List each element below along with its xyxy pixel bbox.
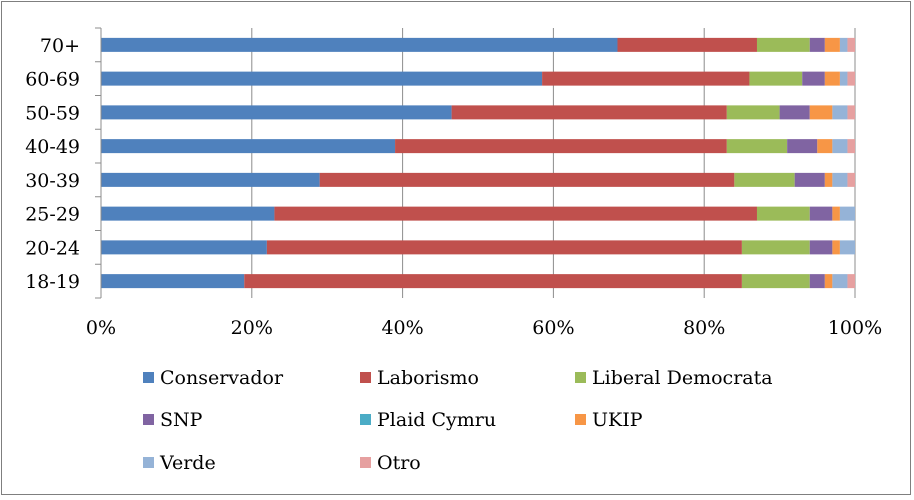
bar-segment-laborismo (451, 105, 727, 120)
category-label: 60-69 (25, 69, 80, 91)
axis-layer: 0% 20% 40% 60% 80% 100% 18-19 20-24 25-29 30-39 40… (25, 27, 882, 339)
bar-segment-laborismo (395, 139, 727, 154)
bar-segment-liberal-democrata (749, 71, 803, 86)
bar-segment-liberal-democrata (726, 139, 788, 154)
category-label: 18-19 (25, 271, 80, 293)
category-label: 20-24 (25, 237, 80, 259)
bar-segment-conservador (101, 240, 267, 255)
bar-segment-otro (847, 274, 855, 289)
legend-label: SNP (160, 409, 203, 431)
bar-segment-snp (809, 274, 825, 289)
bar-segment-snp (809, 206, 833, 221)
bar-segment-verde (839, 206, 855, 221)
bar-segment-laborismo (244, 274, 742, 289)
legend-swatch (360, 372, 371, 383)
x-tick-label: 0% (86, 317, 116, 339)
bar-segment-conservador (101, 71, 543, 86)
bar-segment-liberal-democrata (756, 37, 810, 52)
bar-segment-conservador (101, 139, 396, 154)
bar-segment-laborismo (319, 172, 735, 187)
x-tick-label: 40% (381, 317, 423, 339)
bar-segment-conservador (101, 206, 275, 221)
bar-segment-liberal-democrata (734, 172, 795, 187)
legend-label: Conservador (160, 367, 284, 389)
bar-segment-laborismo (266, 240, 742, 255)
bar-segment-ukip (832, 206, 840, 221)
bar-segment-ukip (824, 172, 833, 187)
bar-segment-otro (847, 172, 855, 187)
bar-layer (101, 37, 855, 289)
x-tick-label: 60% (532, 317, 574, 339)
bar-segment-liberal-democrata (741, 274, 810, 289)
bar-segment-laborismo (274, 206, 757, 221)
bar-segment-snp (809, 240, 833, 255)
bar-segment-otro (847, 105, 855, 120)
bar-segment-verde (832, 274, 848, 289)
category-label: 70+ (40, 35, 80, 57)
bar-segment-verde (839, 37, 848, 52)
bar-segment-snp (779, 105, 810, 120)
legend-label: Liberal Democrata (592, 367, 773, 389)
bar-segment-conservador (101, 37, 618, 52)
x-tick-label: 80% (683, 317, 725, 339)
bar-segment-snp (787, 139, 818, 154)
legend-layer: Conservador Laborismo Liberal Democrata SNP… (143, 367, 773, 474)
bar-segment-verde (839, 240, 855, 255)
bar-segment-otro (847, 37, 855, 52)
legend-swatch (360, 457, 371, 468)
legend-swatch (143, 372, 154, 383)
legend-swatch (575, 414, 586, 425)
bar-segment-snp (802, 71, 825, 86)
category-label: 25-29 (25, 204, 80, 226)
legend-label: Otro (377, 452, 421, 474)
bar-segment-verde (832, 139, 848, 154)
bar-segment-otro (847, 139, 855, 154)
legend-swatch (360, 414, 371, 425)
bar-segment-liberal-democrata (726, 105, 780, 120)
legend-label: UKIP (592, 409, 643, 431)
category-label: 30-39 (25, 170, 80, 192)
bar-segment-verde (832, 172, 848, 187)
legend-swatch (143, 414, 154, 425)
bar-segment-ukip (824, 274, 833, 289)
bar-segment-laborismo (617, 37, 757, 52)
bar-segment-ukip (824, 37, 840, 52)
bar-segment-verde (839, 71, 848, 86)
bar-segment-liberal-democrata (756, 206, 810, 221)
x-tick-label: 100% (828, 317, 882, 339)
bar-segment-conservador (101, 274, 245, 289)
bar-segment-conservador (101, 105, 452, 120)
bar-segment-otro (847, 71, 855, 86)
bar-segment-verde (832, 105, 848, 120)
category-label: 40-49 (25, 136, 80, 158)
bar-segment-laborismo (542, 71, 750, 86)
bar-segment-ukip (809, 105, 833, 120)
bar-segment-ukip (817, 139, 833, 154)
legend-swatch (143, 457, 154, 468)
category-label: 50-59 (25, 102, 80, 124)
bar-segment-liberal-democrata (741, 240, 810, 255)
legend-label: Laborismo (377, 367, 479, 389)
bar-segment-snp (794, 172, 825, 187)
legend-label: Verde (159, 452, 216, 474)
bar-segment-snp (809, 37, 825, 52)
x-tick-label: 20% (231, 317, 273, 339)
legend-label: Plaid Cymru (377, 409, 496, 431)
bar-segment-ukip (832, 240, 840, 255)
legend-swatch (575, 372, 586, 383)
bar-segment-conservador (101, 172, 320, 187)
bar-segment-ukip (824, 71, 840, 86)
grid-layer (100, 28, 856, 298)
